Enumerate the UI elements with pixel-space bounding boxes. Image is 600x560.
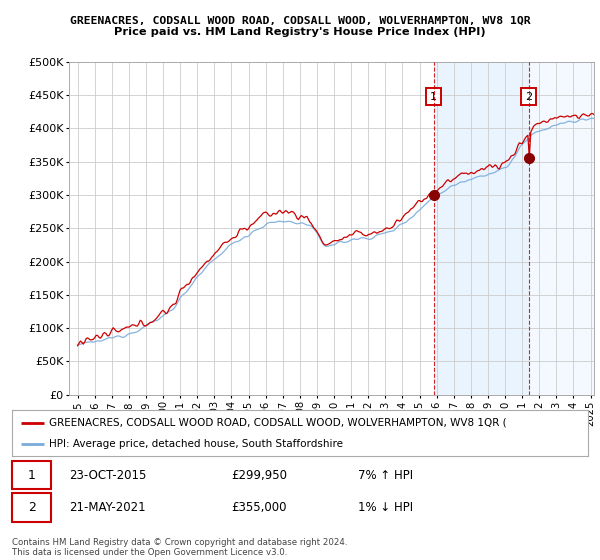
Text: 2: 2: [525, 92, 532, 101]
FancyBboxPatch shape: [12, 493, 51, 522]
Text: Contains HM Land Registry data © Crown copyright and database right 2024.
This d: Contains HM Land Registry data © Crown c…: [12, 538, 347, 557]
Text: 1: 1: [430, 92, 437, 101]
Text: 21-MAY-2021: 21-MAY-2021: [70, 501, 146, 514]
Text: HPI: Average price, detached house, South Staffordshire: HPI: Average price, detached house, Sout…: [49, 439, 343, 449]
Text: 1% ↓ HPI: 1% ↓ HPI: [358, 501, 413, 514]
Text: 1: 1: [28, 469, 35, 482]
Text: 7% ↑ HPI: 7% ↑ HPI: [358, 469, 413, 482]
Bar: [529, 62, 594, 395]
Text: £355,000: £355,000: [231, 501, 286, 514]
Text: 2: 2: [28, 501, 35, 514]
Text: Price paid vs. HM Land Registry's House Price Index (HPI): Price paid vs. HM Land Registry's House …: [114, 27, 486, 37]
Text: GREENACRES, CODSALL WOOD ROAD, CODSALL WOOD, WOLVERHAMPTON, WV8 1QR: GREENACRES, CODSALL WOOD ROAD, CODSALL W…: [70, 16, 530, 26]
FancyBboxPatch shape: [12, 461, 51, 489]
Text: 23-OCT-2015: 23-OCT-2015: [70, 469, 147, 482]
Text: GREENACRES, CODSALL WOOD ROAD, CODSALL WOOD, WOLVERHAMPTON, WV8 1QR (: GREENACRES, CODSALL WOOD ROAD, CODSALL W…: [49, 418, 507, 428]
Bar: [434, 62, 529, 395]
Text: £299,950: £299,950: [231, 469, 287, 482]
